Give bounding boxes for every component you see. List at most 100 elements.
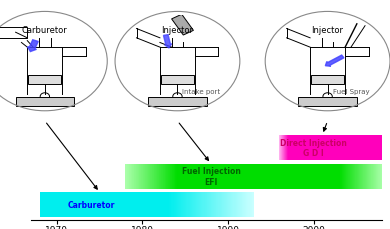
Bar bbox=[190, 193, 191, 217]
Bar bbox=[341, 164, 342, 189]
Text: Injector: Injector bbox=[161, 26, 193, 35]
Text: Carburetor: Carburetor bbox=[67, 200, 115, 209]
Bar bbox=[206, 193, 207, 217]
Text: Fuel Injection
EFI: Fuel Injection EFI bbox=[181, 167, 240, 186]
FancyArrow shape bbox=[28, 41, 38, 52]
Bar bbox=[198, 193, 199, 217]
Bar bbox=[28, 76, 61, 85]
Bar bbox=[211, 193, 212, 217]
Bar bbox=[196, 193, 197, 217]
Bar bbox=[351, 164, 352, 189]
Bar bbox=[174, 164, 175, 189]
Bar bbox=[378, 164, 379, 189]
Bar bbox=[16, 98, 74, 106]
Bar bbox=[134, 164, 135, 189]
Bar bbox=[232, 193, 234, 217]
Bar bbox=[223, 193, 224, 217]
Bar bbox=[192, 193, 193, 217]
Bar bbox=[144, 164, 145, 189]
Bar bbox=[143, 164, 144, 189]
Bar bbox=[161, 76, 194, 85]
Bar bbox=[160, 164, 161, 189]
Bar bbox=[359, 164, 360, 189]
Bar bbox=[129, 164, 130, 189]
Bar bbox=[346, 164, 347, 189]
Bar bbox=[340, 164, 341, 189]
Bar bbox=[152, 164, 153, 189]
Bar bbox=[227, 193, 228, 217]
Bar bbox=[208, 193, 209, 217]
Bar bbox=[197, 193, 198, 217]
Bar bbox=[355, 164, 356, 189]
Text: Carburetor: Carburetor bbox=[22, 26, 68, 35]
Bar bbox=[212, 193, 213, 217]
Bar bbox=[204, 193, 205, 217]
Bar bbox=[172, 15, 193, 36]
Bar bbox=[380, 164, 381, 189]
Bar bbox=[222, 193, 223, 217]
Bar bbox=[353, 164, 354, 189]
Bar bbox=[246, 193, 247, 217]
Bar bbox=[0, 27, 27, 39]
Bar bbox=[171, 193, 172, 217]
Bar bbox=[128, 164, 129, 189]
Bar bbox=[139, 164, 140, 189]
Bar bbox=[159, 164, 160, 189]
Bar bbox=[253, 193, 254, 217]
Bar bbox=[207, 193, 208, 217]
Bar bbox=[125, 164, 126, 189]
Bar bbox=[142, 164, 143, 189]
Bar bbox=[230, 193, 231, 217]
Bar bbox=[146, 164, 147, 189]
Bar bbox=[148, 164, 149, 189]
Bar bbox=[167, 164, 168, 189]
Bar bbox=[156, 164, 157, 189]
Bar bbox=[221, 193, 222, 217]
Bar bbox=[358, 164, 359, 189]
Bar bbox=[229, 193, 230, 217]
Bar bbox=[214, 193, 215, 217]
Bar bbox=[357, 164, 358, 189]
Bar bbox=[182, 193, 183, 217]
Bar bbox=[238, 193, 239, 217]
Bar bbox=[354, 164, 355, 189]
Bar bbox=[367, 164, 368, 189]
Text: Fuel Spray: Fuel Spray bbox=[333, 89, 369, 95]
Bar bbox=[195, 193, 196, 217]
FancyArrow shape bbox=[163, 35, 172, 49]
Bar bbox=[172, 193, 174, 217]
Bar bbox=[175, 164, 176, 189]
FancyArrow shape bbox=[325, 56, 344, 67]
Bar bbox=[177, 164, 339, 189]
Bar bbox=[193, 193, 194, 217]
Bar bbox=[163, 164, 164, 189]
Bar bbox=[349, 164, 350, 189]
Bar bbox=[356, 164, 357, 189]
Bar bbox=[217, 193, 218, 217]
Bar bbox=[181, 193, 182, 217]
Bar bbox=[176, 164, 177, 189]
Bar bbox=[364, 164, 365, 189]
Bar bbox=[150, 164, 151, 189]
Bar bbox=[220, 193, 221, 217]
Bar bbox=[138, 164, 139, 189]
Bar bbox=[298, 98, 357, 106]
Bar bbox=[175, 193, 176, 217]
Bar bbox=[213, 193, 214, 217]
Bar bbox=[191, 193, 192, 217]
Bar bbox=[248, 193, 250, 217]
Bar bbox=[371, 164, 372, 189]
Bar bbox=[311, 76, 344, 85]
Bar bbox=[170, 193, 171, 217]
Bar bbox=[244, 193, 245, 217]
Bar bbox=[239, 193, 240, 217]
Bar bbox=[185, 193, 186, 217]
Bar bbox=[140, 164, 141, 189]
Bar bbox=[225, 193, 226, 217]
Bar bbox=[145, 164, 146, 189]
Bar bbox=[174, 193, 175, 217]
Bar bbox=[127, 164, 128, 189]
Bar bbox=[153, 164, 154, 189]
Bar bbox=[133, 164, 134, 189]
Bar bbox=[179, 193, 180, 217]
